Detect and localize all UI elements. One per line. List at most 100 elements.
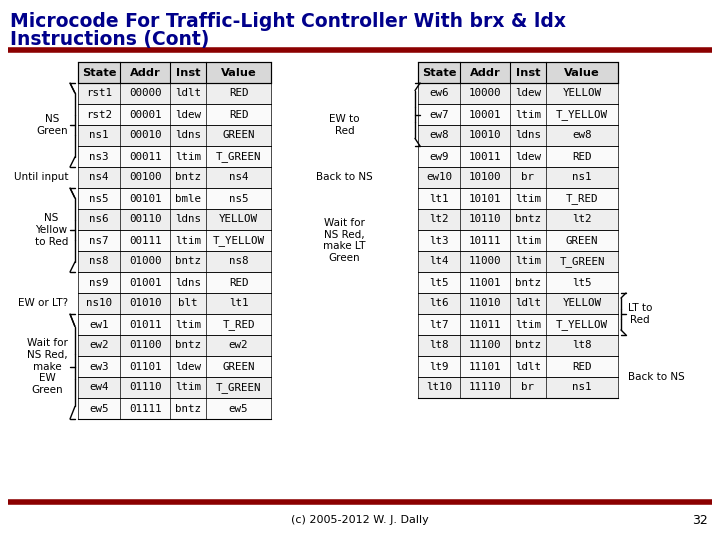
Text: RED: RED bbox=[572, 361, 592, 372]
Text: Microcode For Traffic-Light Controller With brx & ldx: Microcode For Traffic-Light Controller W… bbox=[10, 12, 566, 31]
Text: ldew: ldew bbox=[515, 152, 541, 161]
Text: T_YELLOW: T_YELLOW bbox=[556, 319, 608, 330]
Bar bbox=[78, 398, 271, 419]
Text: T_GREEN: T_GREEN bbox=[216, 151, 261, 162]
Bar bbox=[418, 356, 618, 377]
Text: ns5: ns5 bbox=[229, 193, 248, 204]
Text: T_RED: T_RED bbox=[222, 319, 255, 330]
Text: ew1: ew1 bbox=[89, 320, 109, 329]
Text: lt6: lt6 bbox=[429, 299, 449, 308]
Bar bbox=[418, 209, 618, 230]
Text: ew10: ew10 bbox=[426, 172, 452, 183]
Bar bbox=[78, 209, 271, 230]
Text: RED: RED bbox=[229, 110, 248, 119]
Text: 00011: 00011 bbox=[129, 152, 161, 161]
Text: 01100: 01100 bbox=[129, 341, 161, 350]
Text: ldns: ldns bbox=[175, 278, 201, 287]
Bar bbox=[78, 104, 271, 125]
Text: ew4: ew4 bbox=[89, 382, 109, 393]
Text: 10001: 10001 bbox=[469, 110, 501, 119]
Bar bbox=[78, 272, 271, 293]
Text: 10111: 10111 bbox=[469, 235, 501, 246]
Bar bbox=[418, 104, 618, 125]
Text: lt8: lt8 bbox=[429, 341, 449, 350]
Text: 10101: 10101 bbox=[469, 193, 501, 204]
Text: lt3: lt3 bbox=[429, 235, 449, 246]
Text: RED: RED bbox=[229, 278, 248, 287]
Text: 01001: 01001 bbox=[129, 278, 161, 287]
Text: ldns: ldns bbox=[175, 214, 201, 225]
Text: lt1: lt1 bbox=[429, 193, 449, 204]
Text: T_GREEN: T_GREEN bbox=[216, 382, 261, 393]
Text: 00000: 00000 bbox=[129, 89, 161, 98]
Text: ltim: ltim bbox=[515, 320, 541, 329]
Text: Back to NS: Back to NS bbox=[628, 372, 685, 382]
Text: ltim: ltim bbox=[515, 110, 541, 119]
Text: YELLOW: YELLOW bbox=[562, 299, 601, 308]
Bar bbox=[418, 377, 618, 398]
Text: ew5: ew5 bbox=[89, 403, 109, 414]
Text: ns7: ns7 bbox=[89, 235, 109, 246]
Text: Inst: Inst bbox=[176, 68, 200, 78]
Text: ew8: ew8 bbox=[572, 131, 592, 140]
Text: ns6: ns6 bbox=[89, 214, 109, 225]
Bar bbox=[78, 83, 271, 104]
Text: 01110: 01110 bbox=[129, 382, 161, 393]
Bar bbox=[78, 188, 271, 209]
Text: 01101: 01101 bbox=[129, 361, 161, 372]
Text: ltim: ltim bbox=[175, 320, 201, 329]
Text: Instructions (Cont): Instructions (Cont) bbox=[10, 30, 210, 49]
Text: ns8: ns8 bbox=[89, 256, 109, 267]
Text: Inst: Inst bbox=[516, 68, 540, 78]
Text: GREEN: GREEN bbox=[222, 131, 255, 140]
Bar bbox=[78, 356, 271, 377]
Text: ltim: ltim bbox=[175, 235, 201, 246]
Bar bbox=[78, 377, 271, 398]
Text: 10110: 10110 bbox=[469, 214, 501, 225]
Text: 11000: 11000 bbox=[469, 256, 501, 267]
Text: ns1: ns1 bbox=[89, 131, 109, 140]
Text: (c) 2005-2012 W. J. Dally: (c) 2005-2012 W. J. Dally bbox=[291, 515, 429, 525]
Text: NS
Yellow
to Red: NS Yellow to Red bbox=[35, 213, 68, 247]
Text: Addr: Addr bbox=[130, 68, 161, 78]
Text: GREEN: GREEN bbox=[566, 235, 598, 246]
Text: ew6: ew6 bbox=[429, 89, 449, 98]
Bar bbox=[418, 293, 618, 314]
Text: 01111: 01111 bbox=[129, 403, 161, 414]
Text: Addr: Addr bbox=[469, 68, 500, 78]
Bar bbox=[78, 314, 271, 335]
Text: Until input: Until input bbox=[14, 172, 68, 183]
Bar bbox=[78, 293, 271, 314]
Bar bbox=[418, 272, 618, 293]
Bar bbox=[78, 251, 271, 272]
Text: 11101: 11101 bbox=[469, 361, 501, 372]
Text: lt8: lt8 bbox=[572, 341, 592, 350]
Bar bbox=[78, 125, 271, 146]
Text: bntz: bntz bbox=[175, 172, 201, 183]
Text: T_YELLOW: T_YELLOW bbox=[556, 109, 608, 120]
Text: Value: Value bbox=[220, 68, 256, 78]
Text: bntz: bntz bbox=[515, 278, 541, 287]
Bar bbox=[78, 335, 271, 356]
Text: ns5: ns5 bbox=[89, 193, 109, 204]
Bar bbox=[418, 251, 618, 272]
Text: YELLOW: YELLOW bbox=[562, 89, 601, 98]
Text: T_RED: T_RED bbox=[566, 193, 598, 204]
Text: ew7: ew7 bbox=[429, 110, 449, 119]
Text: 00110: 00110 bbox=[129, 214, 161, 225]
Text: ns4: ns4 bbox=[89, 172, 109, 183]
Text: ldew: ldew bbox=[175, 110, 201, 119]
Text: rst2: rst2 bbox=[86, 110, 112, 119]
Text: ns1: ns1 bbox=[572, 382, 592, 393]
Text: EW or LT?: EW or LT? bbox=[18, 299, 68, 308]
Text: br: br bbox=[521, 172, 534, 183]
Text: 00101: 00101 bbox=[129, 193, 161, 204]
Text: 11010: 11010 bbox=[469, 299, 501, 308]
Text: ew8: ew8 bbox=[429, 131, 449, 140]
Bar bbox=[418, 62, 618, 83]
Text: lt1: lt1 bbox=[229, 299, 248, 308]
Text: ldlt: ldlt bbox=[175, 89, 201, 98]
Bar bbox=[78, 167, 271, 188]
Text: 10011: 10011 bbox=[469, 152, 501, 161]
Text: lt7: lt7 bbox=[429, 320, 449, 329]
